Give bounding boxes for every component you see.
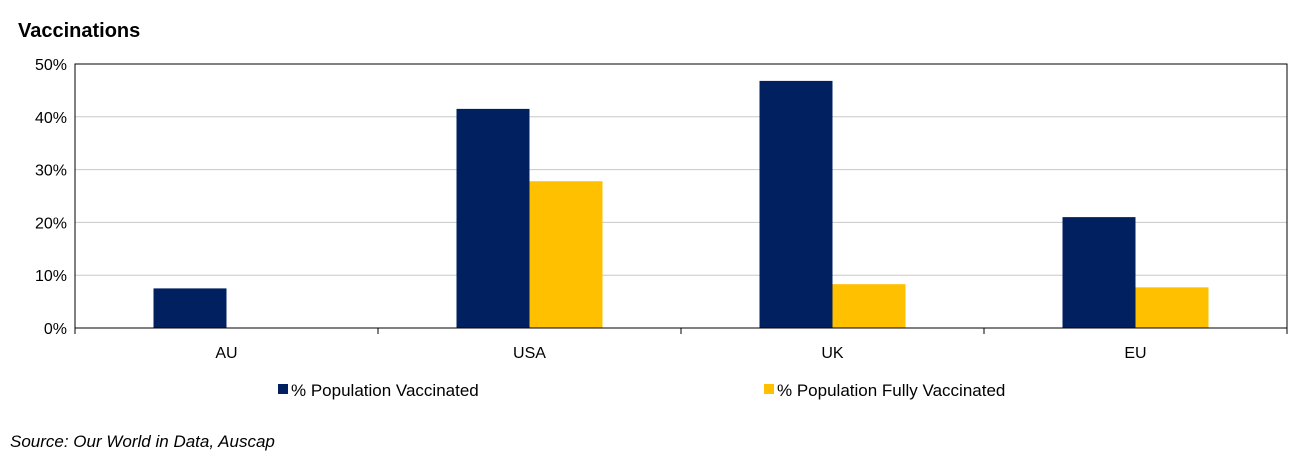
legend: % Population Vaccinated % Population Full… bbox=[278, 381, 1005, 400]
y-tick-label: 50% bbox=[35, 57, 67, 74]
plot-frame bbox=[74, 63, 1288, 334]
y-tick-label: 20% bbox=[35, 215, 67, 232]
legend-label: % Population Vaccinated bbox=[291, 381, 479, 400]
bar-eu-series-2 bbox=[1135, 287, 1209, 328]
x-tick-label: USA bbox=[513, 345, 546, 362]
bar-usa-series-1 bbox=[456, 108, 530, 328]
bar-usa-series-2 bbox=[529, 181, 603, 328]
bar-eu-series-1 bbox=[1062, 217, 1136, 328]
x-tick-label: UK bbox=[821, 345, 844, 362]
bar-au-series-1 bbox=[153, 288, 227, 328]
chart-title: Vaccinations bbox=[18, 20, 141, 42]
y-tick-label: 40% bbox=[35, 110, 67, 127]
bar-uk-series-2 bbox=[832, 284, 906, 328]
source-note: Source: Our World in Data, Auscap bbox=[10, 432, 275, 451]
y-tick-label: 30% bbox=[35, 163, 67, 180]
y-tick-label: 0% bbox=[44, 321, 67, 338]
legend-label: % Population Fully Vaccinated bbox=[777, 381, 1005, 400]
x-tick-label: EU bbox=[1124, 345, 1146, 362]
x-axis-ticks: AU USA UK EU bbox=[215, 345, 1146, 362]
y-axis-ticks: 0% 10% 20% 30% 40% 50% bbox=[35, 57, 67, 338]
legend-swatch bbox=[278, 384, 288, 394]
bar-uk-series-1 bbox=[759, 80, 833, 329]
x-tick-label: AU bbox=[215, 345, 237, 362]
legend-swatch bbox=[764, 384, 774, 394]
y-tick-label: 10% bbox=[35, 268, 67, 285]
bars bbox=[153, 80, 1209, 329]
